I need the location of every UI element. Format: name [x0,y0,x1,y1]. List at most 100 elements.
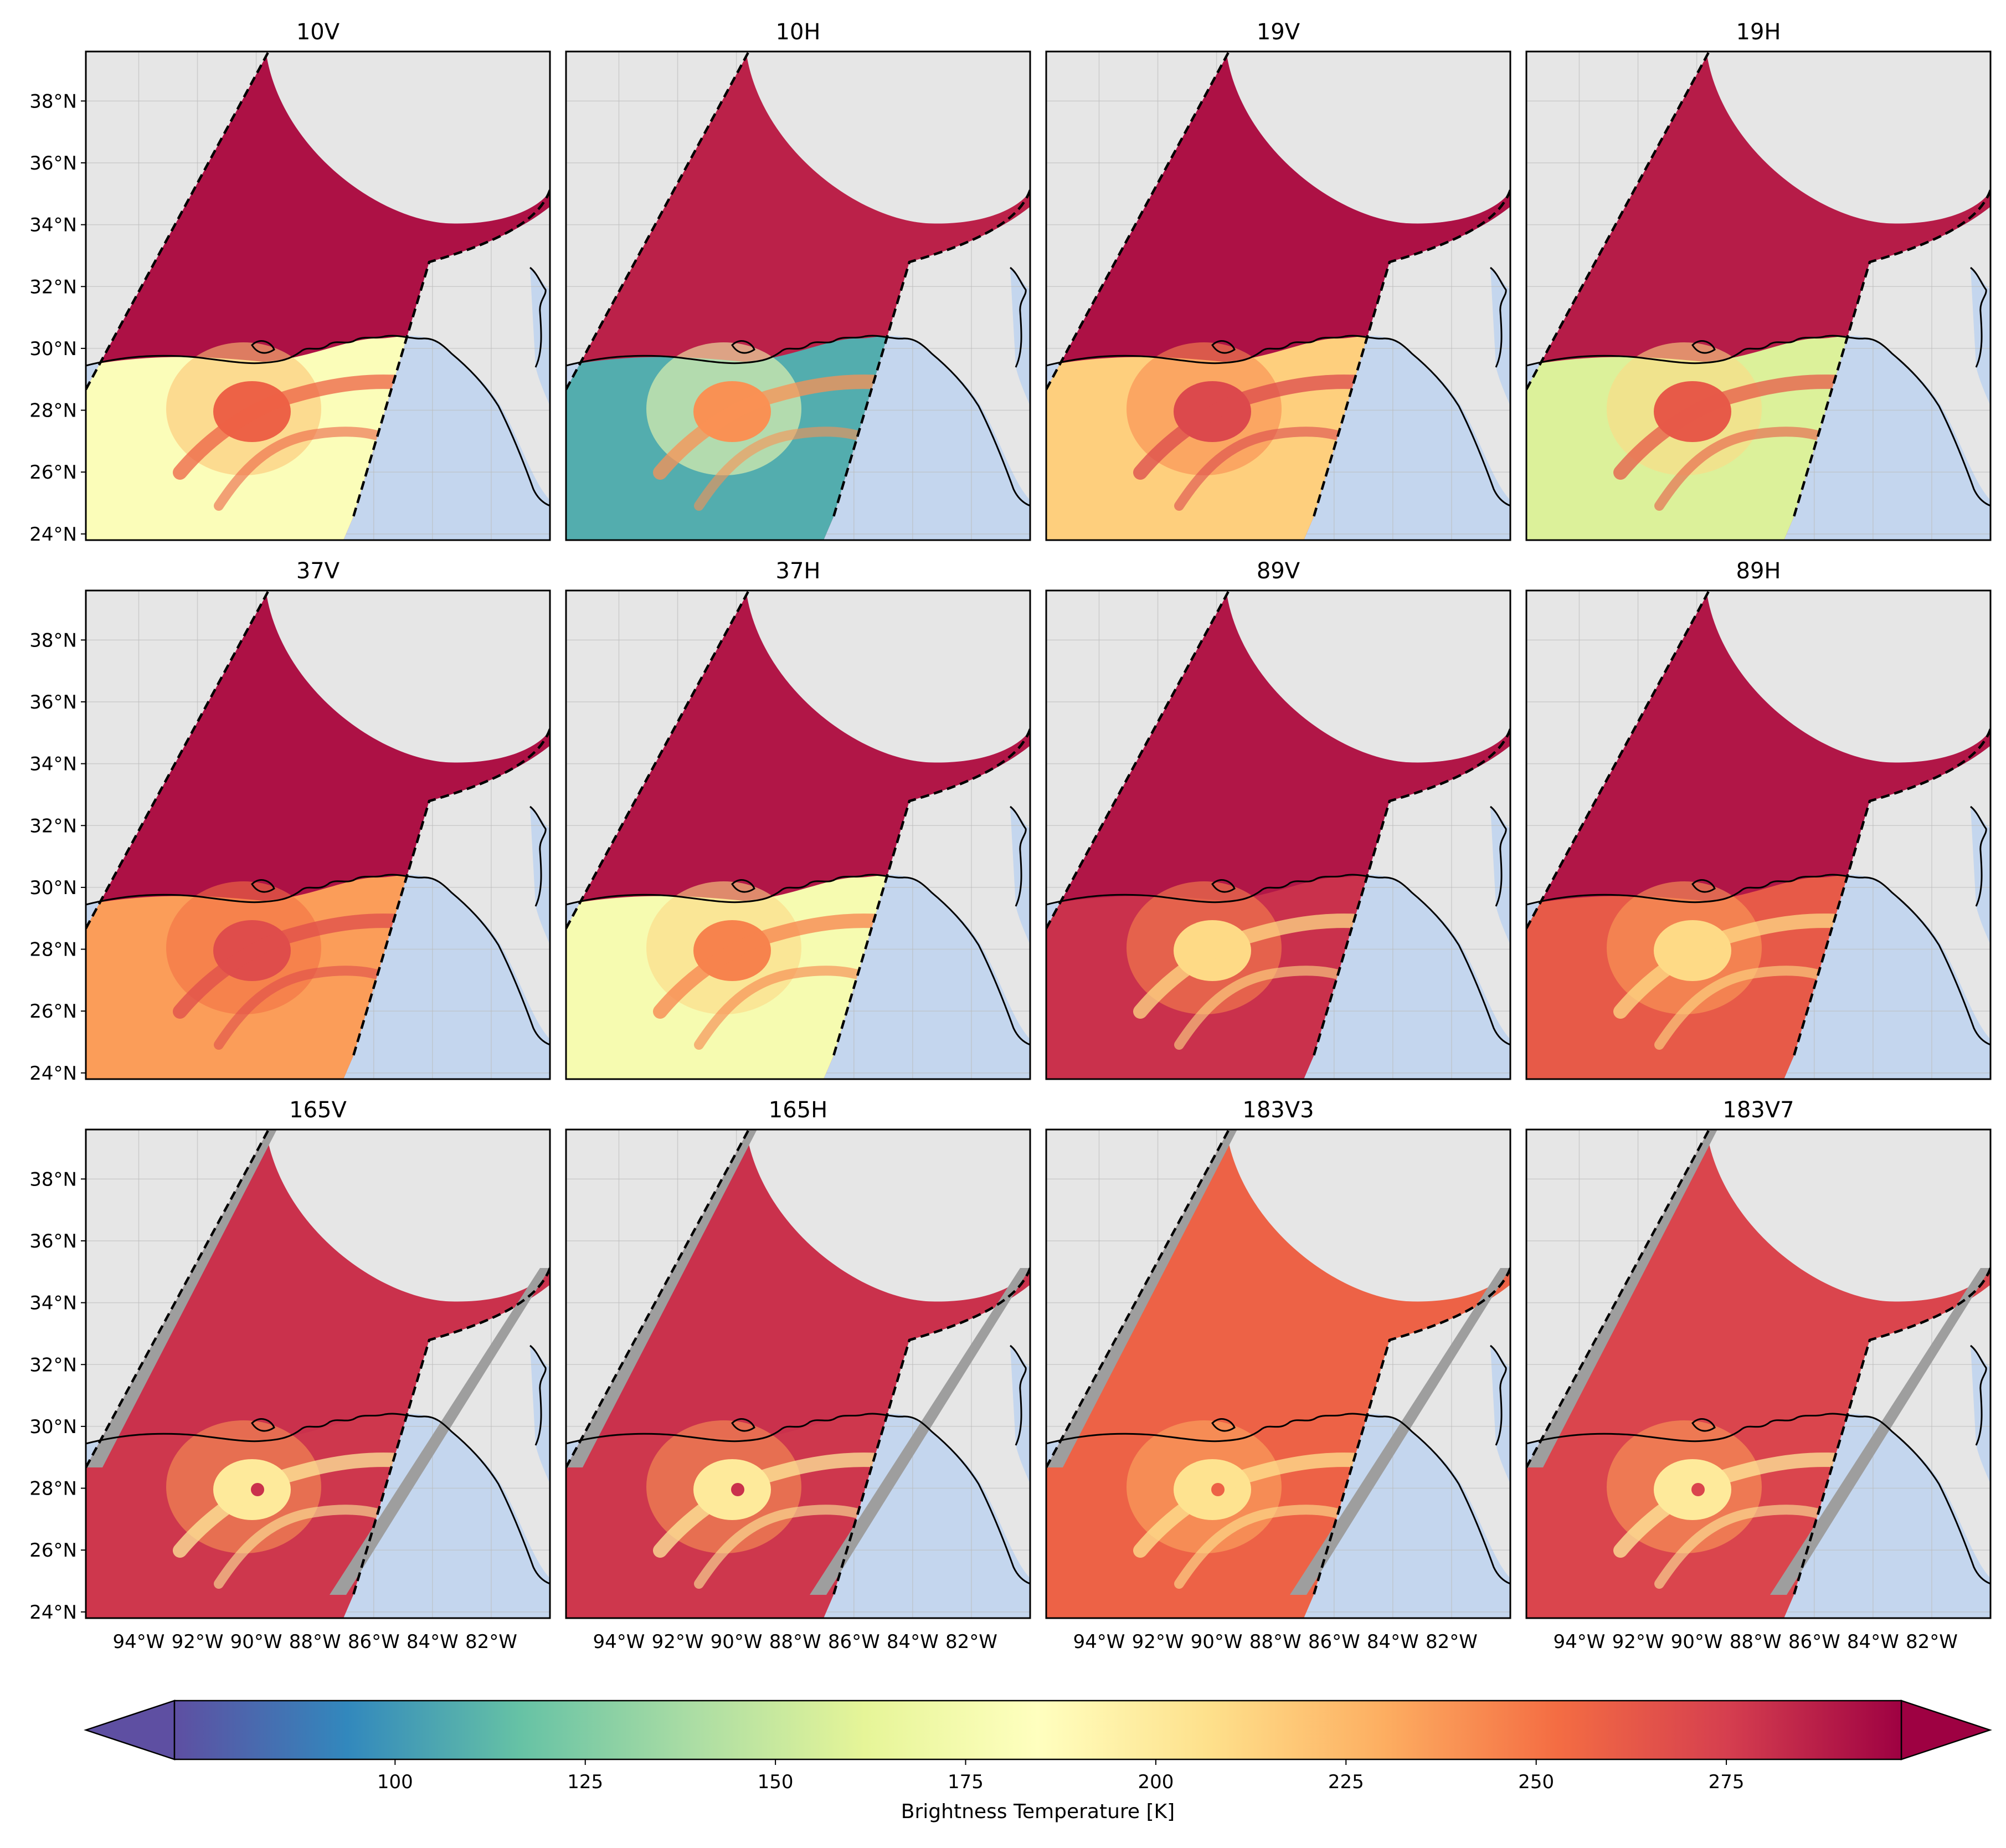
missing-data-band [1046,1130,1237,1467]
lat-tick-label: 28°N [29,400,77,422]
map-panel-10V: 10V 38°N 36°N 34°N 32°N 30°N 28°N 26°N 24°N [29,19,551,546]
swath-edge-right [1312,189,1510,517]
swath-edge-right [352,1267,550,1595]
no-data-area [746,52,1030,224]
swath-edge-left [1526,52,1710,391]
florida-east-coastline [1490,805,1507,907]
lat-tick-label: 36°N [29,152,77,174]
delta-coastline [1211,879,1236,893]
panel-frame [565,1128,1031,1619]
panel-title: 10H [776,19,821,45]
rain-band [1133,1452,1386,1558]
colorbar-gradient [173,1700,1902,1760]
florida-east-coastline [1010,805,1027,907]
colorbar-tick-label: 175 [948,1771,984,1793]
lat-tick-label: 26°N [29,461,77,484]
panel-frame [85,589,551,1080]
atlantic-ocean-area [1490,807,1510,945]
panel-frame [1525,589,1992,1080]
map-panel-10H: 10H [565,19,1031,541]
lat-tick-label: 26°N [29,1539,77,1562]
rain-band [653,374,906,480]
florida-east-coastline [1490,266,1507,368]
florida-east-coastline [1490,1344,1507,1446]
gulf-coastline [566,335,1030,507]
swath-edge-right [1792,189,1990,517]
lat-tick-label: 30°N [29,877,77,899]
storm-eye [251,1483,264,1496]
delta-coastline [1211,340,1236,354]
panel-frame [1525,50,1992,541]
panel-title: 89H [1736,558,1781,584]
gulf-coastline [1046,335,1510,507]
panel-frame [1525,1128,1992,1619]
swath-edge-left [566,52,750,391]
lon-tick-label: 88°W [769,1631,821,1653]
lon-tick-label: 90°W [1671,1631,1723,1653]
swath-edge-left [1526,1130,1710,1469]
map-panel-19V: 19V [1045,19,1511,541]
lon-tick-label: 82°W [945,1631,997,1653]
storm-eye [1691,1483,1705,1496]
no-data-area [1226,1130,1510,1302]
rain-band [1613,374,1866,480]
lon-tick-label: 82°W [1906,1631,1958,1653]
lon-tick-label: 86°W [828,1631,880,1653]
colorbar-tick-label: 150 [758,1771,794,1793]
gulf-coastline [566,1413,1030,1585]
delta-coastline [731,1418,755,1432]
colorbar-tick-label: 225 [1328,1771,1364,1793]
no-data-area [266,52,550,224]
lon-tick-label: 84°W [887,1631,939,1653]
gulf-coastline [566,874,1030,1046]
rain-band [173,374,425,480]
lon-tick-label: 94°W [1073,1631,1125,1653]
lon-tick-label: 86°W [348,1631,400,1653]
no-data-area [746,1130,1030,1302]
swath-edge-right [352,728,550,1056]
lon-tick-label: 92°W [172,1631,224,1653]
swath-edge-right [1792,1267,1990,1595]
panel-frame [1045,1128,1511,1619]
panel-title: 19V [1257,19,1300,45]
atlantic-ocean-area [1010,807,1030,945]
map-panel-89H: 89H [1525,558,1992,1080]
delta-coastline [251,1418,275,1432]
map-panel-183V3: 183V3 94°W 92°W 90°W 88°W 86°W 84°W 82°W [1045,1097,1511,1653]
rain-band [173,913,425,1019]
lat-tick-label: 28°N [29,1478,77,1500]
panel-title: 183V3 [1242,1097,1314,1123]
atlantic-ocean-area [530,268,550,406]
florida-east-coastline [1970,266,1987,368]
swath-edge-left [1046,52,1230,391]
panel-frame [1045,50,1511,541]
lat-tick-label: 24°N [29,523,77,546]
gulf-coastline [1526,874,1990,1046]
gulf-coastline [86,335,550,507]
rain-band [653,1452,906,1558]
lat-tick-label: 34°N [29,214,77,237]
map-panel-183V7: 183V7 94°W 92°W 90°W 88°W 86°W 84°W 82°W [1525,1097,1992,1653]
colorbar-tick-label: 200 [1138,1771,1174,1793]
missing-data-band [330,1268,550,1595]
delta-coastline [1691,1418,1716,1432]
florida-east-coastline [529,1344,547,1446]
storm-eye [731,1483,744,1496]
colorbar-tick-label: 275 [1709,1771,1745,1793]
map-panel-165V: 165V 38°N 36°N 34°N 32°N 30°N 28°N 26°N 24°N 94°W… [29,1097,551,1653]
lat-tick-label: 24°N [29,1062,77,1085]
rain-band [1613,1452,1866,1558]
delta-coastline [1211,1418,1236,1432]
swath-edge-left [86,1130,270,1469]
colorbar-tick-label: 125 [567,1771,603,1793]
panel-frame [85,1128,551,1619]
delta-coastline [1691,340,1716,354]
delta-coastline [251,340,275,354]
lat-tick-label: 32°N [29,815,77,837]
no-data-area [1706,591,1990,763]
florida-east-coastline [1010,266,1027,368]
rain-band [653,913,906,1019]
lon-tick-label: 94°W [1554,1631,1606,1653]
lon-tick-label: 92°W [652,1631,704,1653]
